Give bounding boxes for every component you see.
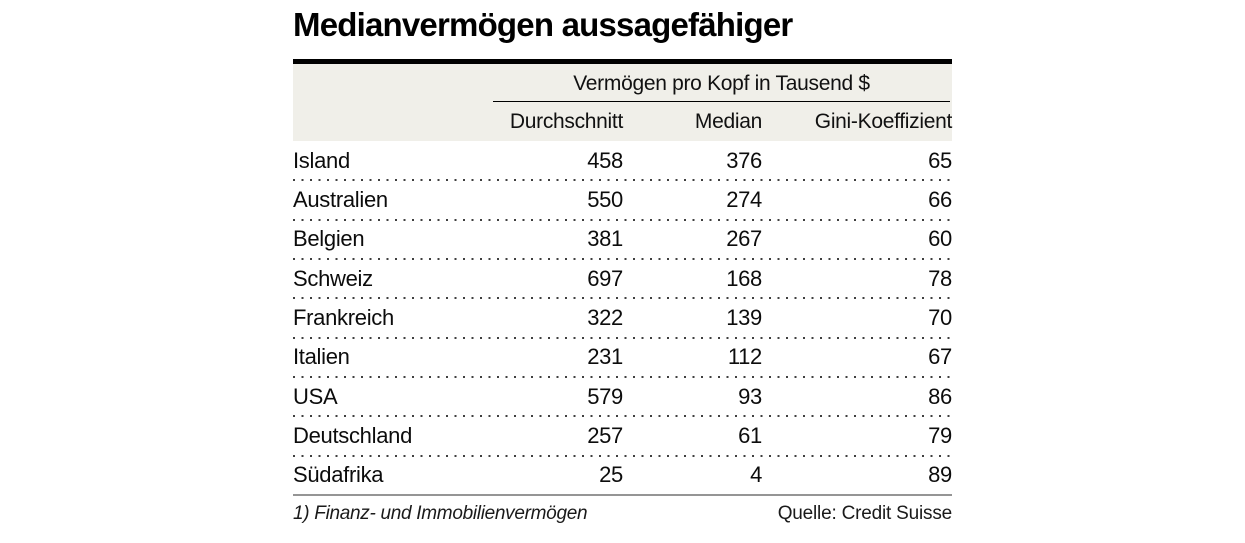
- durchschnitt-cell: 697: [587, 265, 623, 291]
- table-row: USA 579 93 86: [293, 377, 952, 418]
- durchschnitt-cell: 550: [587, 186, 623, 212]
- column-header-country: [293, 110, 493, 134]
- table-header-band: Vermögen pro Kopf in Tausend $ Durchschn…: [293, 64, 952, 141]
- group-column-header: Vermögen pro Kopf in Tausend $: [493, 72, 950, 102]
- gini-cell: 70: [928, 304, 952, 330]
- country-cell: Australien: [293, 186, 388, 212]
- gini-cell: 65: [928, 147, 952, 173]
- country-cell: Island: [293, 147, 350, 173]
- gini-cell: 67: [928, 344, 952, 370]
- table-row: Italien 231 112 67: [293, 338, 952, 379]
- country-cell: Deutschland: [293, 422, 412, 448]
- country-cell: Schweiz: [293, 265, 373, 291]
- bottom-rule: [293, 494, 952, 496]
- durchschnitt-cell: 25: [599, 462, 623, 488]
- country-cell: USA: [293, 383, 338, 409]
- table-body: Island 458 376 65 Australien 550 274 66 …: [293, 141, 952, 495]
- country-cell: Italien: [293, 344, 350, 370]
- table-area: Medianvermögen aussagefähiger Vermögen p…: [293, 0, 952, 543]
- gini-cell: 66: [928, 186, 952, 212]
- gini-cell: 60: [928, 226, 952, 252]
- gini-cell: 86: [928, 383, 952, 409]
- median-cell: 112: [727, 344, 762, 370]
- durchschnitt-cell: 579: [587, 383, 623, 409]
- column-header-median: Median: [694, 110, 762, 133]
- country-cell: Südafrika: [293, 462, 384, 488]
- table-row: Deutschland 257 61 79: [293, 416, 952, 457]
- median-cell: 376: [726, 147, 762, 173]
- median-cell: 274: [726, 186, 762, 212]
- footnote: 1) Finanz- und Immobilienvermögen: [293, 503, 588, 524]
- gini-cell: 78: [928, 265, 952, 291]
- top-rule: [293, 59, 952, 64]
- table-row: Island 458 376 65: [293, 141, 952, 182]
- country-cell: Belgien: [293, 226, 365, 252]
- durchschnitt-cell: 381: [587, 226, 623, 252]
- source-credit: Quelle: Credit Suisse: [777, 503, 952, 524]
- table-row: Südafrika 25 4 89: [293, 456, 952, 495]
- durchschnitt-cell: 322: [587, 304, 623, 330]
- median-cell: 168: [726, 265, 762, 291]
- table-row: Australien 550 274 66: [293, 180, 952, 221]
- median-cell: 4: [750, 462, 762, 488]
- table-row: Schweiz 697 168 78: [293, 259, 952, 300]
- median-cell: 267: [726, 226, 762, 252]
- durchschnitt-cell: 458: [587, 147, 623, 173]
- median-cell: 139: [726, 304, 762, 330]
- gini-cell: 79: [928, 422, 952, 448]
- figure-footer: 1) Finanz- und Immobilienvermögen Quelle…: [293, 503, 952, 525]
- median-cell: 93: [738, 383, 762, 409]
- column-header-gini: Gini-Koeffizient: [814, 110, 953, 133]
- column-header-durchschnitt: Durchschnitt: [509, 110, 623, 133]
- durchschnitt-cell: 231: [587, 344, 623, 370]
- country-cell: Frankreich: [293, 304, 394, 330]
- gini-cell: 89: [928, 462, 952, 488]
- figure-title: Medianvermögen aussagefähiger: [293, 6, 793, 43]
- column-header-row: Durchschnitt Median Gini-Koeffizient: [293, 110, 952, 134]
- durchschnitt-cell: 257: [587, 422, 623, 448]
- median-cell: 61: [738, 422, 762, 448]
- table-row: Frankreich 322 139 70: [293, 298, 952, 339]
- table-row: Belgien 381 267 60: [293, 220, 952, 261]
